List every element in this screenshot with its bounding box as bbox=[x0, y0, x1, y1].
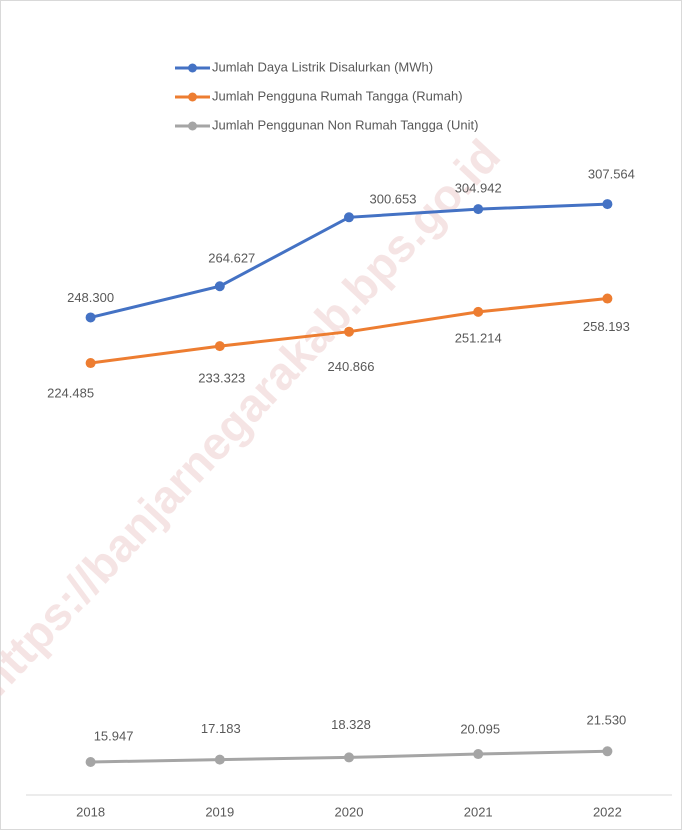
data-label: 20.095 bbox=[460, 721, 500, 736]
data-label: 18.328 bbox=[331, 717, 371, 732]
x-tick-label: 2020 bbox=[335, 804, 364, 819]
data-label: 224.485 bbox=[47, 385, 94, 400]
data-label: 248.300 bbox=[67, 290, 114, 305]
x-tick-label: 2019 bbox=[205, 804, 234, 819]
data-label: 300.653 bbox=[370, 192, 417, 207]
data-label: 307.564 bbox=[588, 167, 635, 182]
point bbox=[344, 752, 354, 763]
point bbox=[85, 312, 96, 323]
point bbox=[602, 199, 613, 210]
point bbox=[473, 749, 484, 760]
data-label: 264.627 bbox=[208, 251, 255, 266]
point bbox=[214, 281, 225, 292]
legend-marker bbox=[188, 121, 197, 131]
data-label: 15.947 bbox=[94, 728, 134, 743]
data-label: 21.530 bbox=[587, 713, 627, 728]
x-tick-label: 2021 bbox=[464, 804, 493, 819]
point bbox=[602, 746, 613, 757]
point bbox=[344, 212, 354, 223]
point bbox=[473, 306, 484, 317]
point bbox=[214, 754, 225, 765]
data-label: 240.866 bbox=[328, 359, 375, 374]
legend-label: Jumlah Daya Listrik Disalurkan (MWh) bbox=[212, 59, 433, 74]
legend-marker bbox=[188, 63, 197, 73]
point bbox=[473, 204, 484, 215]
point bbox=[344, 326, 354, 337]
legend-label: Jumlah Pengguna Rumah Tangga (Rumah) bbox=[212, 88, 463, 103]
data-label: 304.942 bbox=[455, 181, 502, 196]
point bbox=[602, 293, 613, 304]
data-label: 251.214 bbox=[455, 330, 502, 345]
point bbox=[85, 358, 96, 369]
x-tick-label: 2018 bbox=[76, 804, 105, 819]
point bbox=[85, 756, 96, 767]
legend-marker bbox=[188, 92, 197, 102]
data-label: 258.193 bbox=[583, 319, 630, 334]
legend-label: Jumlah Penggunan Non Rumah Tangga (Unit) bbox=[212, 117, 478, 132]
data-label: 17.183 bbox=[201, 721, 241, 736]
point bbox=[214, 341, 225, 352]
x-tick-label: 2022 bbox=[593, 804, 622, 819]
data-label: 233.323 bbox=[198, 371, 245, 386]
